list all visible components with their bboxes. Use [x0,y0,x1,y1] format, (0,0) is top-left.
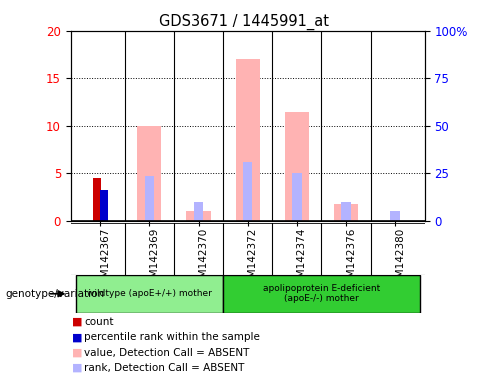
Text: GSM142380: GSM142380 [395,228,405,291]
FancyBboxPatch shape [76,275,223,313]
Text: value, Detection Call = ABSENT: value, Detection Call = ABSENT [84,348,249,358]
Text: percentile rank within the sample: percentile rank within the sample [84,332,260,342]
Bar [144,176,154,221]
Text: ■: ■ [72,332,83,342]
Bar [137,126,162,221]
Bar [93,178,101,221]
Text: ■: ■ [72,363,83,373]
Text: GSM142374: GSM142374 [297,228,307,291]
Bar [194,202,203,221]
Text: ■: ■ [72,317,83,327]
Text: GSM142372: GSM142372 [248,228,258,291]
Bar [100,190,107,221]
Text: apolipoprotein E-deficient
(apoE-/-) mother: apolipoprotein E-deficient (apoE-/-) mot… [263,284,380,303]
Text: count: count [84,317,113,327]
Text: GSM142367: GSM142367 [100,228,110,291]
Bar [390,211,400,221]
Bar [334,204,358,221]
FancyBboxPatch shape [223,275,420,313]
Bar [292,173,302,221]
Bar [186,211,210,221]
Bar [341,202,351,221]
Text: ■: ■ [72,348,83,358]
Text: GSM142370: GSM142370 [199,228,208,291]
Text: genotype/variation: genotype/variation [5,289,104,299]
Bar [243,162,252,221]
Text: GDS3671 / 1445991_at: GDS3671 / 1445991_at [159,13,329,30]
Text: GSM142369: GSM142369 [149,228,160,291]
Text: rank, Detection Call = ABSENT: rank, Detection Call = ABSENT [84,363,244,373]
Text: GSM142376: GSM142376 [346,228,356,291]
Text: wildtype (apoE+/+) mother: wildtype (apoE+/+) mother [87,289,212,298]
Bar [236,59,260,221]
Bar [285,111,309,221]
